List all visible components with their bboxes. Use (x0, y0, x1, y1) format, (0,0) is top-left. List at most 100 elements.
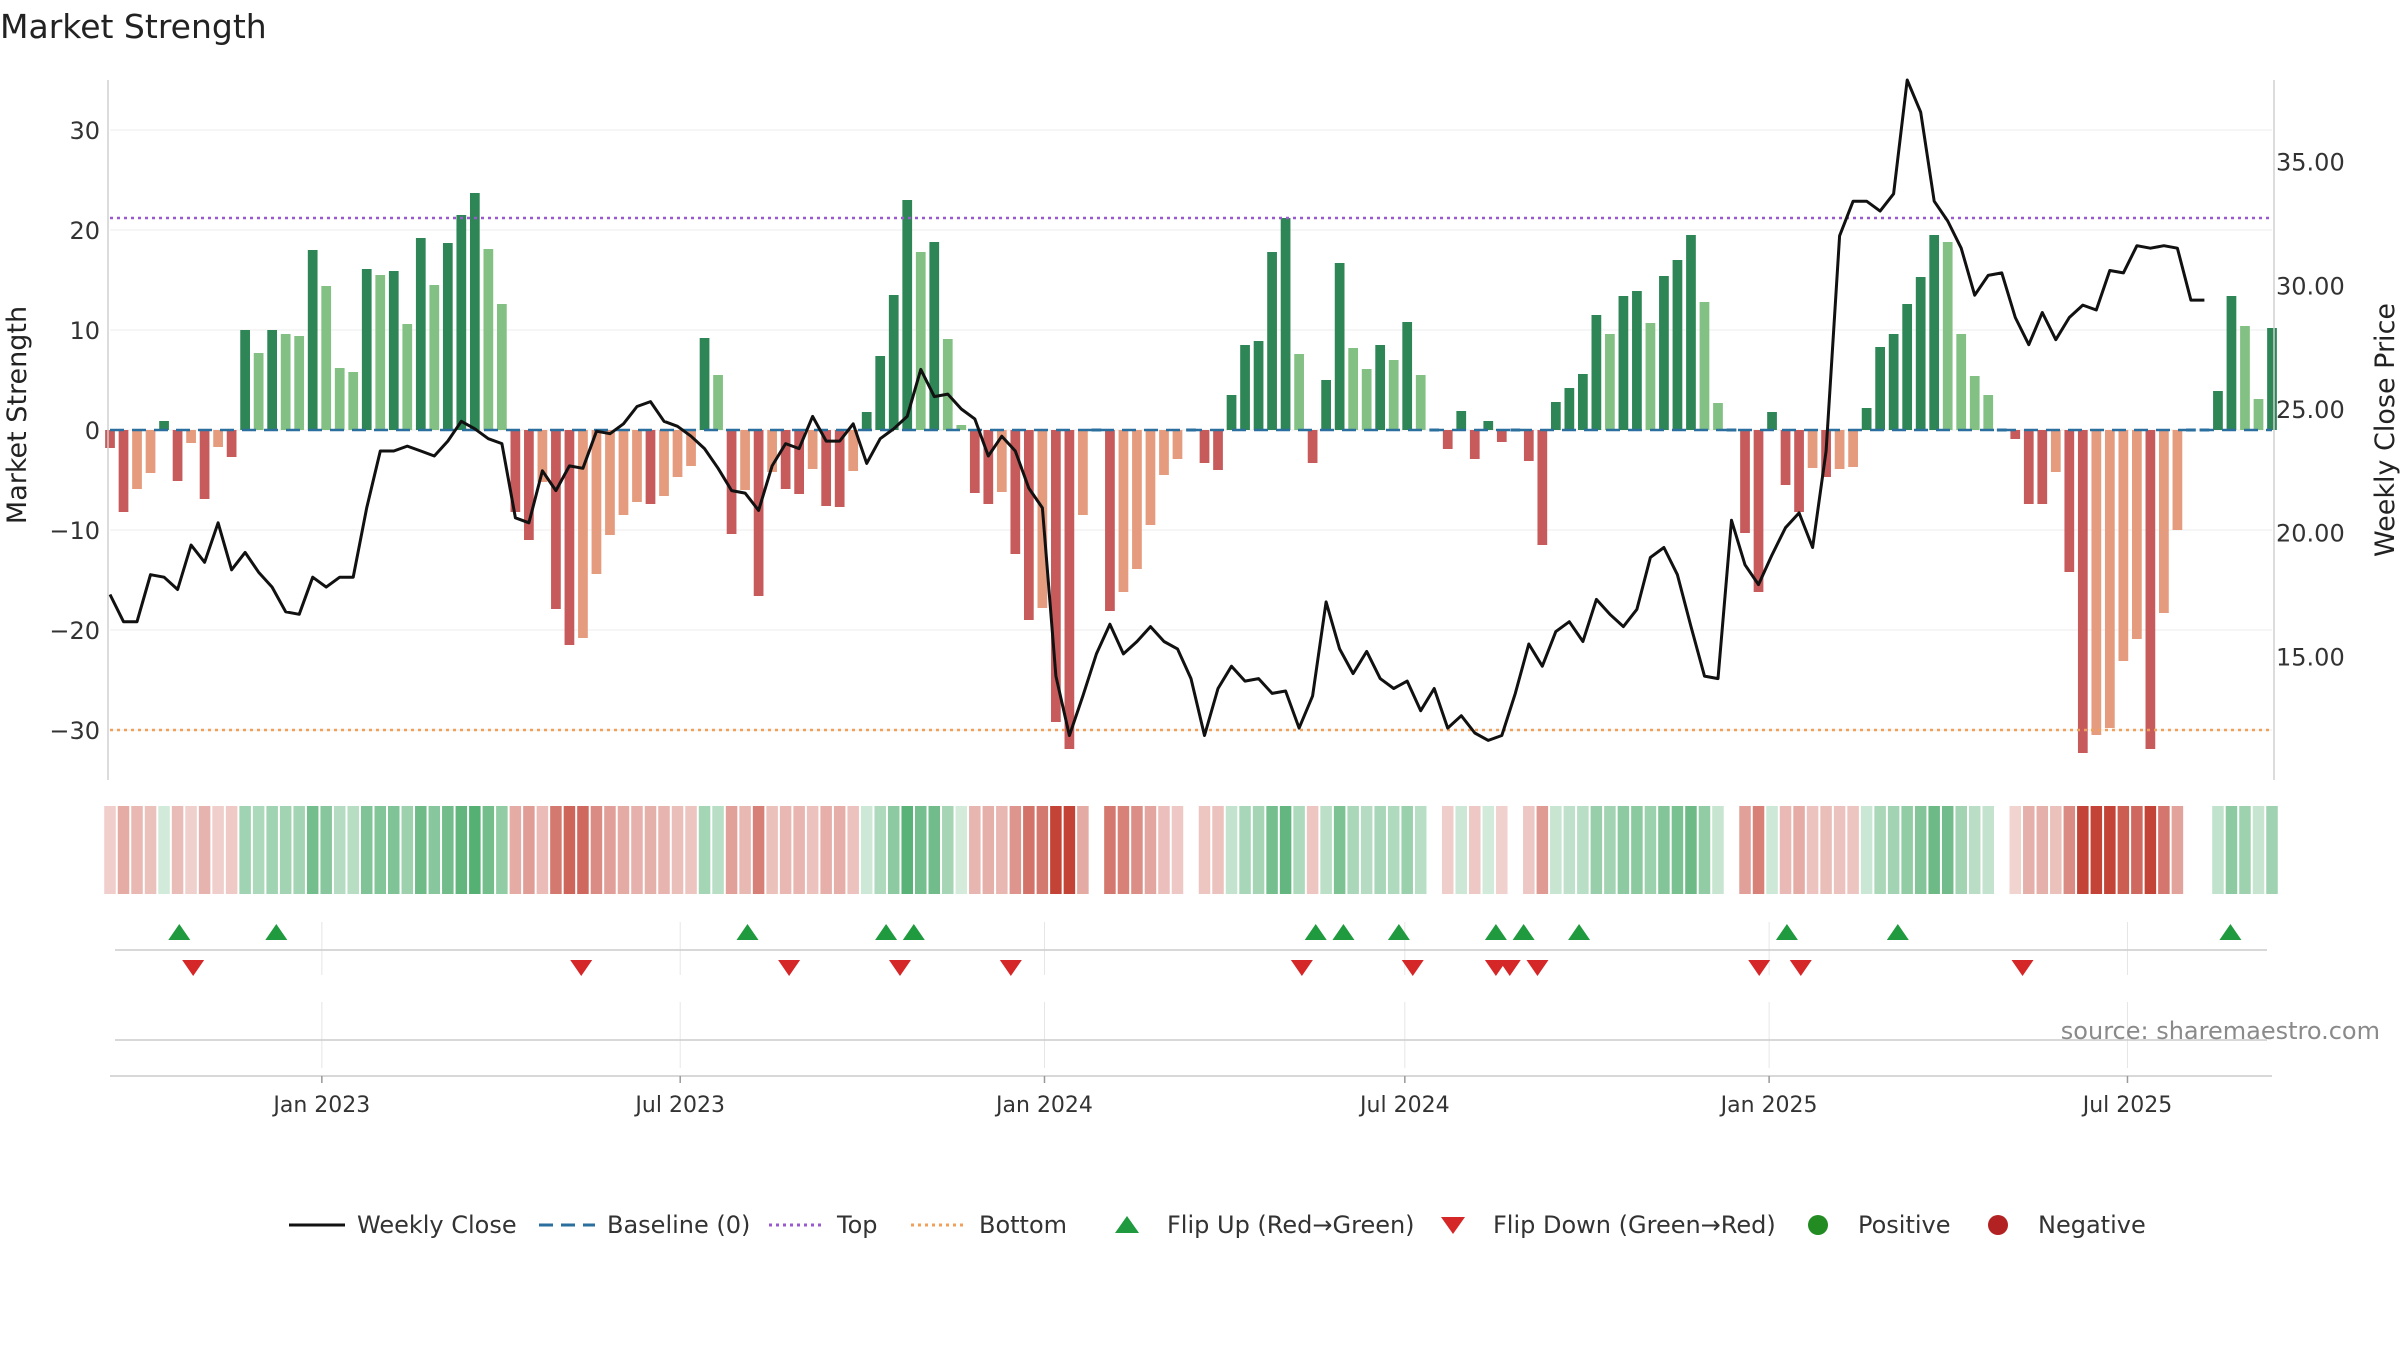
flip-down-marker (1789, 960, 1812, 976)
heatmap-cell (1252, 806, 1265, 894)
heatmap-cell (577, 806, 589, 894)
strength-bar (1767, 412, 1777, 430)
heatmap-cell (942, 806, 954, 894)
heatmap-cell (1590, 806, 1603, 894)
heatmap-cell (590, 806, 603, 894)
heatmap-cell (631, 806, 643, 894)
heatmap-cell (158, 806, 170, 894)
strength-bar (1415, 375, 1426, 430)
heatmap-cell (442, 806, 454, 894)
heatmap-cell (833, 806, 846, 894)
strength-bar (456, 215, 467, 430)
strength-bars (105, 193, 2277, 753)
strength-bar (753, 430, 764, 596)
heatmap-cell (1658, 806, 1670, 894)
heatmap-cell (1455, 806, 1468, 894)
strength-bar (2159, 430, 2169, 613)
heatmap-cell (1023, 806, 1035, 894)
flip-up-marker (168, 924, 191, 940)
heatmap-cell (1333, 806, 1346, 894)
heatmap-cell (793, 806, 805, 894)
heatmap-cell (1968, 806, 1981, 894)
heatmap-cell (2090, 806, 2103, 894)
strength-bar (213, 430, 223, 447)
strength-bar (1159, 430, 1169, 475)
strength-bar (1686, 235, 1696, 430)
strength-bar (767, 430, 777, 472)
heatmap-cell (239, 806, 251, 894)
heatmap-cell (1428, 806, 1440, 894)
y-right-tick-label: 20.00 (2276, 520, 2345, 548)
legend-item: Positive (1808, 1211, 1951, 1239)
heatmap-cell (1496, 806, 1508, 894)
strength-bar (1132, 430, 1142, 569)
heatmap-cell (820, 806, 832, 894)
reference-lines (110, 216, 2272, 732)
flip-down-marker (1498, 960, 1521, 976)
x-tick-label: Jul 2025 (2081, 1093, 2173, 1118)
strength-bar (807, 430, 818, 469)
x-tick-label: Jan 2024 (994, 1093, 1093, 1118)
heatmap-cell (1982, 806, 1994, 894)
heatmap-cell (712, 806, 724, 894)
strength-bar (2010, 430, 2021, 439)
legend-label: Flip Down (Green→Red) (1493, 1211, 1776, 1239)
legend-swatch-positive (1808, 1215, 1828, 1235)
flip-down-marker (2011, 960, 2034, 976)
heatmap-cell (2131, 806, 2143, 894)
strength-bar (2145, 430, 2156, 749)
heatmap-cell (563, 806, 576, 894)
heatmap-cell (1941, 806, 1954, 894)
heatmap-cell (482, 806, 495, 894)
strength-bar (145, 430, 156, 473)
flip-up-marker (1332, 924, 1355, 940)
y-left-tick-label: 10 (69, 317, 100, 345)
heatmap-cell (1306, 806, 1319, 894)
legend-item: Baseline (0) (539, 1211, 750, 1239)
legend-swatch-negative (1988, 1215, 2008, 1235)
heatmap-cell (225, 806, 238, 894)
strength-bar (1591, 315, 1602, 430)
heatmap-cell (2144, 806, 2157, 894)
strength-bar (1348, 348, 1359, 430)
strength-bar (834, 430, 845, 507)
strength-bar (1375, 345, 1386, 430)
strength-bar (1226, 395, 1237, 430)
strength-bar (118, 430, 129, 512)
flip-up-marker (875, 924, 898, 940)
heatmap-cell (1563, 806, 1576, 894)
legend-label: Flip Up (Red→Green) (1167, 1211, 1415, 1239)
strength-bar (1794, 430, 1804, 512)
heatmap-cell (550, 806, 562, 894)
heatmap-cell (252, 806, 265, 894)
flip-up-marker (1775, 924, 1798, 940)
heatmap-cell (901, 806, 913, 894)
strength-bar (1537, 430, 1548, 545)
heatmap-cell (1604, 806, 1616, 894)
heatmap-cell (1712, 806, 1724, 894)
heatmap-cell (1685, 806, 1697, 894)
strength-bar (956, 425, 967, 430)
strength-bar (402, 324, 413, 430)
flip-down-marker (1748, 960, 1771, 976)
heatmap-cell (1874, 806, 1886, 894)
strength-bar (1888, 334, 1899, 430)
strength-bar (1942, 242, 1953, 430)
heatmap-cell (779, 806, 792, 894)
heatmap-cell (1239, 806, 1251, 894)
flip-up-marker (902, 924, 925, 940)
strength-bar (1848, 430, 1858, 467)
heatmap-cell (1050, 806, 1062, 894)
legend-swatch-flip-down (1441, 1217, 1465, 1234)
strength-bar (794, 430, 805, 494)
strength-bar (2213, 391, 2223, 430)
strength-bar (172, 430, 183, 481)
heatmap-cell (766, 806, 778, 894)
heatmap-cell (928, 806, 941, 894)
heatmap-cell (2117, 806, 2130, 894)
y-right-axis-label: Weekly Close Price (2370, 303, 2400, 557)
flip-up-marker (736, 924, 759, 940)
strength-bar (253, 353, 264, 430)
